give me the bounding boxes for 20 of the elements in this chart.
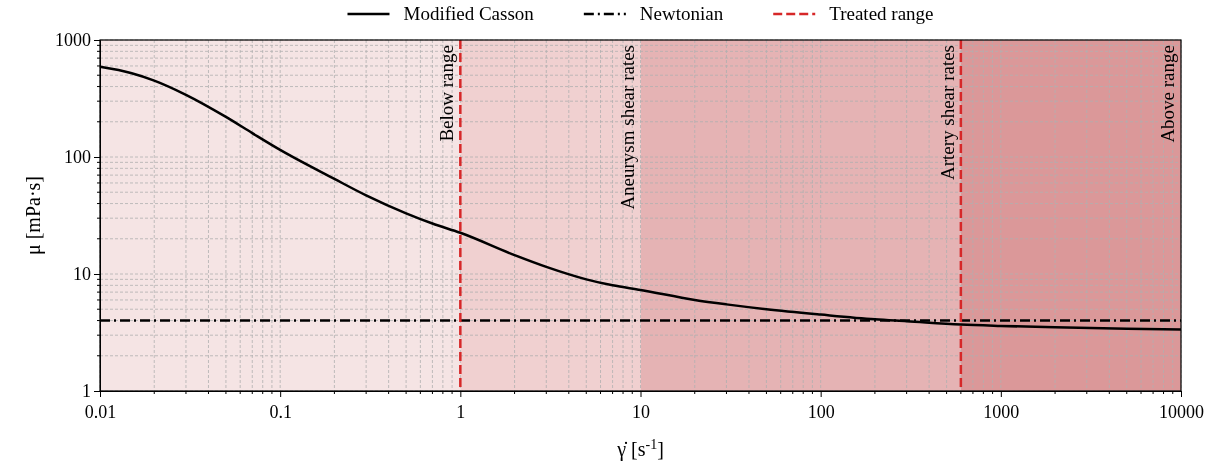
legend-label: Modified Casson — [403, 3, 535, 24]
x-tick-label: 1 — [456, 402, 466, 422]
y-tick-label: 100 — [64, 147, 91, 168]
x-tick-label: 10000 — [1159, 402, 1204, 422]
x-tick-label: 1000 — [983, 402, 1020, 422]
x-axis-title: γ̇ [s$^{-1}$] — [616, 436, 664, 461]
band-label: Below range — [436, 45, 458, 142]
legend-label: Treated range — [829, 3, 934, 24]
x-tick-label: 0.01 — [84, 402, 117, 422]
y-tick-label: 1000 — [55, 30, 91, 51]
band-label: Artery shear rates — [936, 45, 958, 181]
y-axis-title: μ [mPa·s] — [22, 175, 45, 256]
x-tick-label: 10 — [632, 402, 650, 422]
legend-label: Newtonian — [639, 3, 724, 24]
band-label: Aneurysm shear rates — [616, 45, 638, 210]
y-tick-label: 1 — [82, 381, 91, 402]
x-tick-label: 100 — [807, 402, 835, 422]
y-tick-label: 10 — [73, 264, 91, 285]
x-tick-label: 0.1 — [269, 402, 292, 422]
band-label: Above range — [1157, 45, 1178, 143]
